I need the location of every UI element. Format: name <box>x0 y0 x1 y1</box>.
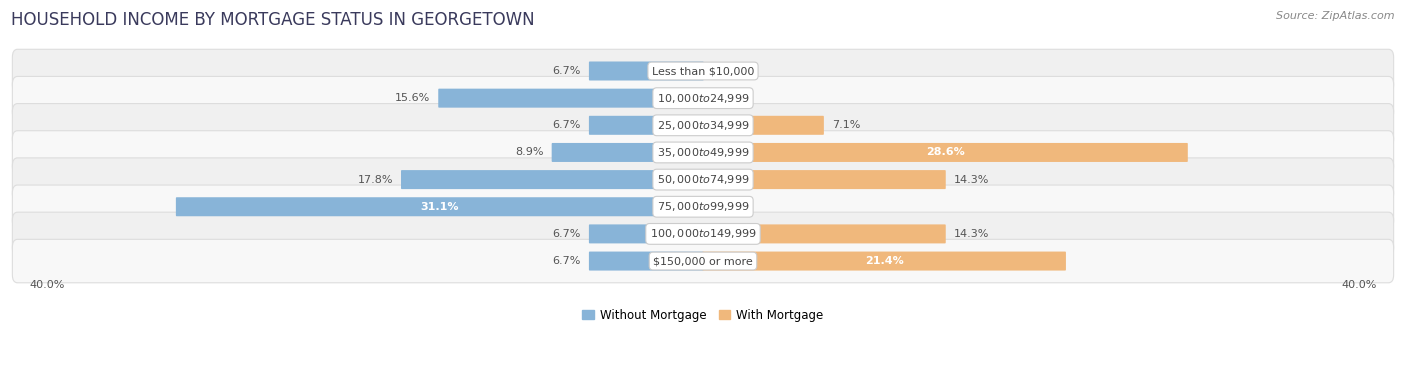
Text: 28.6%: 28.6% <box>925 147 965 158</box>
Text: 6.7%: 6.7% <box>553 229 581 239</box>
Text: 15.6%: 15.6% <box>395 93 430 103</box>
FancyBboxPatch shape <box>589 251 703 271</box>
Text: 21.4%: 21.4% <box>865 256 904 266</box>
FancyBboxPatch shape <box>13 212 1393 256</box>
FancyBboxPatch shape <box>13 131 1393 174</box>
FancyBboxPatch shape <box>703 170 946 189</box>
FancyBboxPatch shape <box>13 239 1393 283</box>
Text: $25,000 to $34,999: $25,000 to $34,999 <box>657 119 749 132</box>
Text: 0.0%: 0.0% <box>720 202 748 212</box>
Text: HOUSEHOLD INCOME BY MORTGAGE STATUS IN GEORGETOWN: HOUSEHOLD INCOME BY MORTGAGE STATUS IN G… <box>11 11 534 29</box>
Text: $75,000 to $99,999: $75,000 to $99,999 <box>657 200 749 213</box>
FancyBboxPatch shape <box>176 197 703 216</box>
Text: 6.7%: 6.7% <box>553 120 581 130</box>
Text: 8.9%: 8.9% <box>516 147 544 158</box>
Text: 0.0%: 0.0% <box>720 66 748 76</box>
Text: $35,000 to $49,999: $35,000 to $49,999 <box>657 146 749 159</box>
FancyBboxPatch shape <box>589 224 703 244</box>
Text: 17.8%: 17.8% <box>357 175 394 185</box>
FancyBboxPatch shape <box>589 116 703 135</box>
Text: 31.1%: 31.1% <box>420 202 458 212</box>
FancyBboxPatch shape <box>13 158 1393 201</box>
Text: 6.7%: 6.7% <box>553 66 581 76</box>
FancyBboxPatch shape <box>703 116 824 135</box>
Text: 14.3%: 14.3% <box>953 229 988 239</box>
FancyBboxPatch shape <box>401 170 703 189</box>
Text: Less than $10,000: Less than $10,000 <box>652 66 754 76</box>
Legend: Without Mortgage, With Mortgage: Without Mortgage, With Mortgage <box>578 304 828 326</box>
Text: Source: ZipAtlas.com: Source: ZipAtlas.com <box>1277 11 1395 21</box>
Text: 0.0%: 0.0% <box>720 93 748 103</box>
FancyBboxPatch shape <box>589 61 703 81</box>
Text: 40.0%: 40.0% <box>1341 279 1376 290</box>
Text: $50,000 to $74,999: $50,000 to $74,999 <box>657 173 749 186</box>
FancyBboxPatch shape <box>13 77 1393 120</box>
Text: $10,000 to $24,999: $10,000 to $24,999 <box>657 92 749 105</box>
Text: $100,000 to $149,999: $100,000 to $149,999 <box>650 227 756 241</box>
FancyBboxPatch shape <box>551 143 703 162</box>
FancyBboxPatch shape <box>439 89 703 108</box>
Text: 40.0%: 40.0% <box>30 279 65 290</box>
Text: 14.3%: 14.3% <box>953 175 988 185</box>
Text: 6.7%: 6.7% <box>553 256 581 266</box>
FancyBboxPatch shape <box>13 49 1393 93</box>
FancyBboxPatch shape <box>13 104 1393 147</box>
Text: 7.1%: 7.1% <box>832 120 860 130</box>
FancyBboxPatch shape <box>703 251 1066 271</box>
Text: $150,000 or more: $150,000 or more <box>654 256 752 266</box>
FancyBboxPatch shape <box>13 185 1393 228</box>
FancyBboxPatch shape <box>703 224 946 244</box>
FancyBboxPatch shape <box>703 143 1188 162</box>
